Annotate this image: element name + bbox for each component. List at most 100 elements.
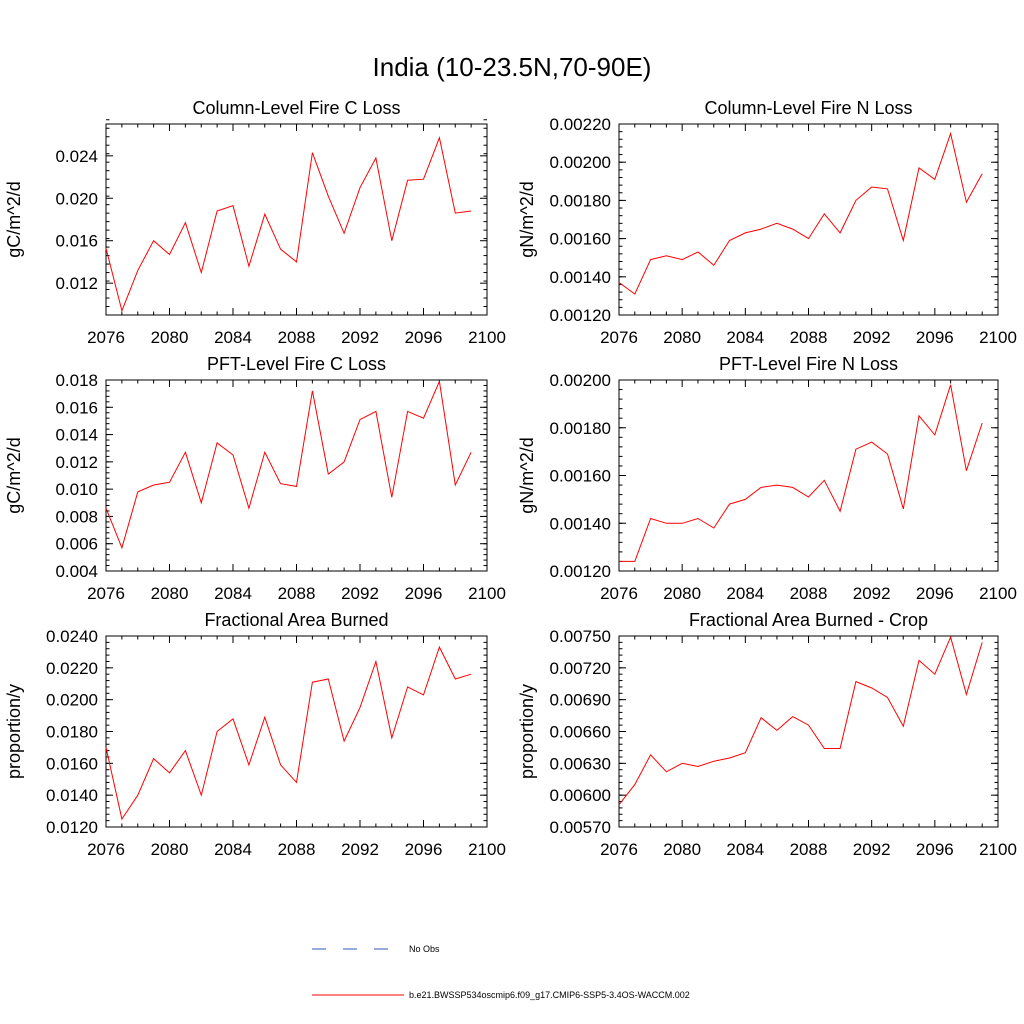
- x-tick-label: 2096: [405, 328, 443, 347]
- x-tick-label: 2088: [790, 840, 828, 859]
- data-point: [949, 383, 952, 386]
- data-point: [279, 763, 282, 766]
- data-point: [200, 501, 203, 504]
- data-point: [470, 451, 473, 454]
- panel-title: Fractional Area Burned - Crop: [689, 610, 928, 630]
- y-axis-label: gN/m^2/d: [517, 181, 537, 257]
- data-point: [422, 417, 425, 420]
- data-point: [807, 495, 810, 498]
- x-tick-label: 2100: [979, 584, 1017, 603]
- y-tick-label: 0.008: [55, 507, 98, 526]
- legend-label-model: b.e21.BWSSP534oscmip6.f09_g17.CMIP6-SSP5…: [409, 990, 690, 1000]
- x-tick-label: 2096: [916, 584, 954, 603]
- data-point: [649, 517, 652, 520]
- data-point: [247, 507, 250, 510]
- x-tick-label: 2096: [916, 328, 954, 347]
- data-point: [791, 715, 794, 718]
- data-point: [870, 186, 873, 189]
- data-point: [374, 156, 377, 159]
- y-tick-label: 0.00690: [550, 691, 611, 710]
- y-tick-label: 0.020: [55, 189, 98, 208]
- x-tick-label: 2088: [278, 328, 316, 347]
- x-tick-label: 2084: [726, 840, 764, 859]
- data-point: [618, 560, 621, 563]
- panel-title: Fractional Area Burned: [204, 610, 388, 630]
- data-point: [263, 451, 266, 454]
- y-tick-label: 0.006: [55, 535, 98, 554]
- data-point: [406, 179, 409, 182]
- data-point: [775, 484, 778, 487]
- data-point: [454, 484, 457, 487]
- data-point: [152, 757, 155, 760]
- data-point: [775, 222, 778, 225]
- data-point: [712, 760, 715, 763]
- data-point: [168, 481, 171, 484]
- data-point: [263, 716, 266, 719]
- y-tick-label: 0.0160: [46, 754, 98, 773]
- data-point: [949, 132, 952, 135]
- plot-frame: [105, 379, 488, 572]
- y-tick-label: 0.012: [55, 274, 98, 293]
- data-point: [823, 479, 826, 482]
- x-tick-label: 2076: [87, 328, 125, 347]
- y-axis-label: proportion/y: [4, 684, 24, 779]
- y-tick-label: 0.00200: [550, 371, 611, 390]
- y-tick-label: 0.00140: [550, 514, 611, 533]
- data-point: [136, 794, 139, 797]
- legend-label-no-obs: No Obs: [409, 944, 440, 954]
- panel-title: PFT-Level Fire C Loss: [207, 354, 386, 374]
- data-point: [886, 696, 889, 699]
- x-tick-label: 2076: [87, 840, 125, 859]
- x-tick-label: 2088: [790, 328, 828, 347]
- data-point: [854, 199, 857, 202]
- data-point: [665, 770, 668, 773]
- data-point: [744, 751, 747, 754]
- x-tick-label: 2080: [663, 584, 701, 603]
- y-tick-label: 0.00120: [550, 306, 611, 325]
- data-point: [263, 213, 266, 216]
- data-point: [359, 706, 362, 709]
- y-tick-label: 0.00200: [550, 153, 611, 172]
- y-tick-label: 0.00140: [550, 268, 611, 287]
- plot-frame: [618, 379, 999, 572]
- data-point: [981, 172, 984, 175]
- series-line: [618, 131, 983, 295]
- data-point: [232, 204, 235, 207]
- x-tick-label: 2084: [214, 328, 252, 347]
- panels: 2076 2080 2084 2088 2092 2096 2100 0.012 0.016 0.…: [4, 98, 1017, 859]
- data-point: [200, 271, 203, 274]
- data-point: [839, 231, 842, 234]
- y-tick-label: 0.00660: [550, 723, 611, 742]
- data-point: [152, 239, 155, 242]
- data-point: [168, 771, 171, 774]
- x-tick-label: 2084: [214, 840, 252, 859]
- data-point: [886, 187, 889, 190]
- data-point: [965, 201, 968, 204]
- data-point: [120, 546, 123, 549]
- x-tick-label: 2088: [790, 584, 828, 603]
- data-point: [168, 253, 171, 256]
- y-tick-label: 0.018: [55, 371, 98, 390]
- y-tick-label: 0.0140: [46, 786, 98, 805]
- data-point: [311, 389, 314, 392]
- data-point: [184, 749, 187, 752]
- data-point: [870, 686, 873, 689]
- x-tick-label: 2092: [341, 840, 379, 859]
- data-point: [902, 239, 905, 242]
- y-tick-label: 0.00630: [550, 754, 611, 773]
- chart-panel-5: 2076 2080 2084 2088 2092 2096 2100 0.0120 0.0140…: [4, 610, 506, 859]
- data-point: [232, 454, 235, 457]
- x-tick-label: 2084: [726, 584, 764, 603]
- data-point: [422, 178, 425, 181]
- data-point: [760, 486, 763, 489]
- chart-panel-3: 2076 2080 2084 2088 2092 2096 2100 0.004 0.006 0.…: [4, 354, 506, 603]
- data-point: [216, 730, 219, 733]
- data-point: [854, 448, 857, 451]
- data-point: [649, 753, 652, 756]
- y-tick-label: 0.0220: [46, 659, 98, 678]
- data-point: [728, 757, 731, 760]
- data-point: [744, 231, 747, 234]
- plot-frame: [618, 123, 999, 316]
- x-tick-label: 2080: [663, 840, 701, 859]
- data-point: [359, 186, 362, 189]
